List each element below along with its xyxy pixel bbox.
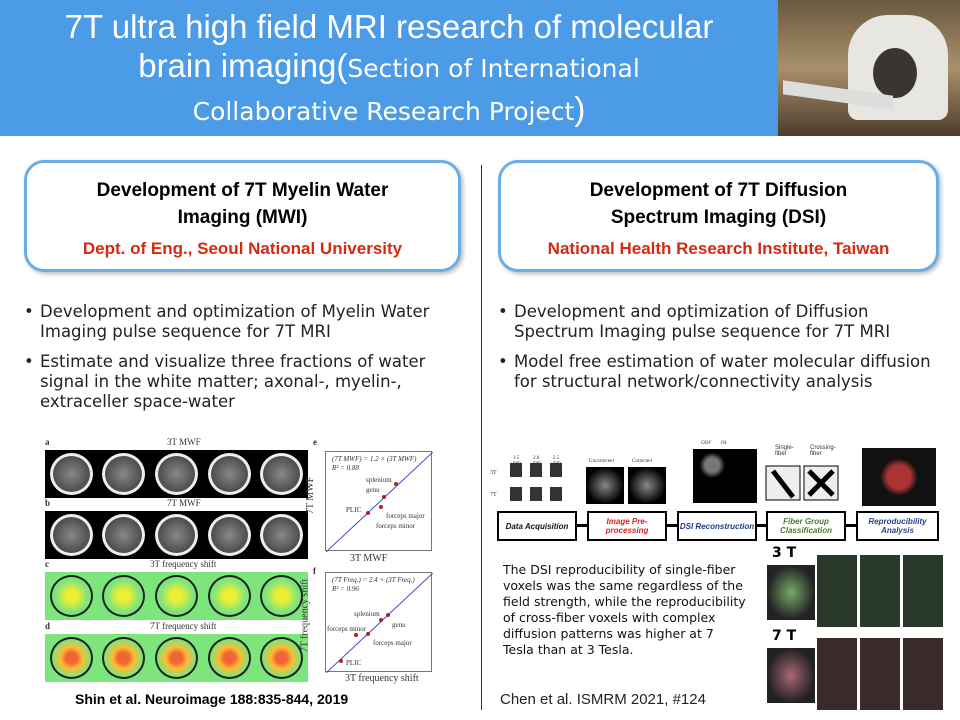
- y-axis-label: 7T MWF: [305, 476, 317, 515]
- title-line-2: brain imaging(Section of International Co…: [0, 46, 778, 132]
- image-label: Corrected: [632, 459, 652, 464]
- title-close: ): [574, 90, 586, 127]
- point-label: genu: [392, 621, 406, 629]
- regression-equation: (7T Freq.) = 2.4 × (3T Freq.): [332, 576, 415, 584]
- 3t-freq-images: [45, 572, 308, 620]
- mwi-card-title: Development of 7T Myelin Water Imaging (…: [96, 180, 389, 228]
- flow-step: Data Acquisition: [497, 511, 577, 541]
- bullet-item: Model free estimation of water molecular…: [496, 352, 951, 392]
- mwi-figure: a 3T MWF b 7T MWF c 3T frequency shift d…: [30, 435, 475, 685]
- point-label: PLIC: [346, 506, 362, 514]
- image-label: FA: [721, 441, 727, 446]
- mwi-card: Development of 7T Myelin Water Imaging (…: [24, 160, 461, 272]
- bullet-item: Development and optimization of Myelin W…: [22, 302, 477, 342]
- column-divider: [481, 165, 482, 710]
- panel-title: 3T MWF: [167, 437, 201, 447]
- x-axis-label: 3T MWF: [350, 553, 388, 564]
- point-label: forceps major: [373, 639, 412, 647]
- mwi-card-subtitle: Dept. of Eng., Seoul National University: [82, 239, 403, 258]
- point-label: forceps minor: [376, 522, 416, 530]
- bullet-item: Estimate and visualize three fractions o…: [22, 352, 477, 412]
- title-small: Section of International: [347, 54, 640, 83]
- r-squared: R² = 0.96: [332, 585, 359, 593]
- panel-label: f: [313, 566, 316, 576]
- 3t-tract-image: [767, 565, 815, 620]
- panel-label: a: [45, 437, 50, 447]
- mri-scanner-photo: [778, 0, 960, 136]
- panel-title: 7T frequency shift: [150, 621, 217, 631]
- panel-title: 3T frequency shift: [150, 559, 217, 569]
- mwf-scatter-plot: (7T MWF) = 1.2 × (3T MWF) R² = 0.88 sple…: [325, 451, 433, 552]
- point-label: PLIC: [346, 659, 362, 667]
- title-line-1: 7T ultra high field MRI research of mole…: [64, 8, 714, 45]
- dsi-card-title: Development of 7T Diffusion Spectrum Ima…: [589, 180, 848, 228]
- panel-title: 7T MWF: [167, 498, 201, 508]
- 7t-tract-image: [767, 648, 815, 703]
- mwi-citation: Shin et al. Neuroimage 188:835-844, 2019: [75, 691, 349, 707]
- flow-step: DSI Reconstruction: [677, 511, 757, 541]
- panel-label: c: [45, 559, 49, 569]
- point-label: forceps minor: [327, 625, 367, 633]
- label-7t: 7 T: [772, 628, 797, 644]
- fiber-icons: [765, 465, 839, 501]
- dsi-citation: Chen et al. ISMRM 2021, #124: [500, 691, 706, 708]
- point-label: forceps major: [386, 512, 425, 520]
- title-small-2: Collaborative Research Project: [192, 97, 575, 126]
- title-main: brain imaging(: [138, 47, 348, 84]
- field-label: 7T: [490, 492, 497, 498]
- 3t-mwf-images: [45, 450, 308, 498]
- flow-step: Reproducibility Analysis: [856, 511, 939, 541]
- freq-scatter-plot: (7T Freq.) = 2.4 × (3T Freq.) R² = 0.96 …: [325, 572, 433, 673]
- image-label: Crossing-fiber: [810, 445, 836, 457]
- y-axis-label: 7T frequency shift: [299, 578, 311, 653]
- dsi-card: Development of 7T Diffusion Spectrum Ima…: [498, 160, 939, 272]
- dsi-card-subtitle: National Health Research Institute, Taiw…: [547, 239, 890, 258]
- point-label: splenium: [354, 610, 380, 618]
- point-label: splenium: [366, 476, 392, 484]
- title-banner: 7T ultra high field MRI research of mole…: [0, 0, 778, 136]
- image-label: ODF: [701, 441, 712, 446]
- 7t-mwf-images: [45, 511, 308, 559]
- r-squared: R² = 0.88: [332, 464, 359, 472]
- label-3t: 3 T: [772, 545, 797, 561]
- x-axis-label: 3T frequency shift: [345, 673, 419, 684]
- flow-step: Image Pre-processing: [587, 511, 667, 541]
- panel-label: d: [45, 621, 51, 631]
- mwi-bullets: Development and optimization of Myelin W…: [22, 302, 477, 422]
- panel-label: e: [313, 437, 317, 447]
- image-label: Single-fiber: [775, 445, 794, 457]
- dsi-description: The DSI reproducibility of single-fiber …: [503, 562, 746, 657]
- 3t-odf-grid: [817, 555, 945, 627]
- 7t-odf-grid: [817, 638, 945, 710]
- dsi-bullets: Development and optimization of Diffusio…: [496, 302, 951, 402]
- panel-label: b: [45, 498, 51, 508]
- field-label: 3T: [490, 470, 497, 476]
- 7t-freq-images: [45, 634, 308, 682]
- point-label: genu: [366, 486, 380, 494]
- flow-step: Fiber Group Classification: [766, 511, 846, 541]
- regression-equation: (7T MWF) = 1.2 × (3T MWF): [332, 455, 417, 463]
- bullet-item: Development and optimization of Diffusio…: [496, 302, 951, 342]
- image-label: Uncorrected: [589, 459, 614, 464]
